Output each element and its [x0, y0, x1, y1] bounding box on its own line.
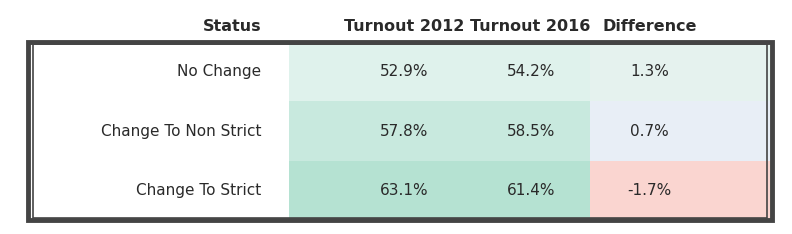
Bar	[28, 42, 289, 101]
Text: 54.2%: 54.2%	[506, 64, 555, 79]
Bar	[33, 44, 767, 218]
Text: 52.9%: 52.9%	[379, 64, 428, 79]
Text: 0.7%: 0.7%	[630, 124, 668, 139]
Text: -1.7%: -1.7%	[627, 183, 672, 198]
Text: Difference: Difference	[602, 19, 697, 34]
Bar	[590, 42, 772, 101]
Text: 58.5%: 58.5%	[506, 124, 555, 139]
Text: 63.1%: 63.1%	[379, 183, 428, 198]
Bar	[590, 161, 772, 220]
Bar	[289, 42, 590, 101]
Text: 61.4%: 61.4%	[506, 183, 555, 198]
Bar	[28, 161, 289, 220]
Text: 57.8%: 57.8%	[379, 124, 428, 139]
Text: 1.3%: 1.3%	[630, 64, 669, 79]
Text: Status: Status	[203, 19, 261, 34]
Bar	[590, 101, 772, 161]
Text: Turnout 2012: Turnout 2012	[344, 19, 464, 34]
Bar	[28, 101, 289, 161]
Text: Turnout 2016: Turnout 2016	[470, 19, 591, 34]
Bar	[28, 42, 772, 220]
Text: Change To Strict: Change To Strict	[136, 183, 261, 198]
Text: No Change: No Change	[177, 64, 261, 79]
Bar	[289, 161, 590, 220]
Text: Change To Non Strict: Change To Non Strict	[101, 124, 261, 139]
Bar	[289, 101, 590, 161]
